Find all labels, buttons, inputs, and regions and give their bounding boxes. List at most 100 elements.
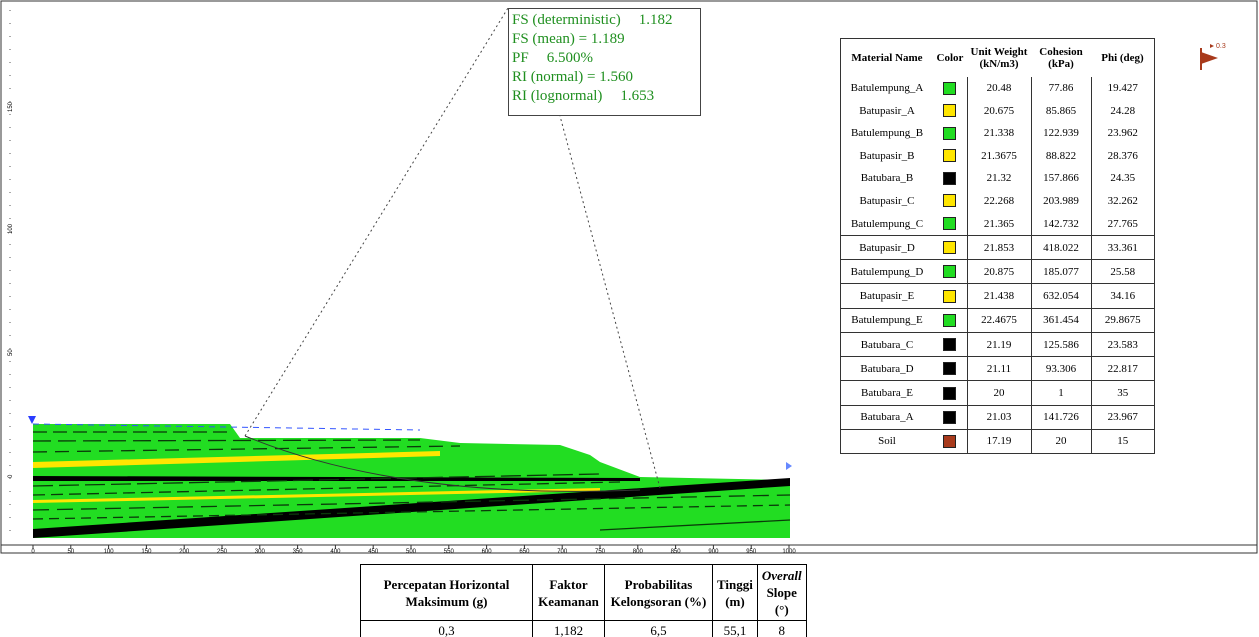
material-name: Batubara_E [841, 380, 933, 406]
material-color-cell [933, 331, 967, 357]
material-phi: 33.361 [1090, 234, 1154, 260]
fs-label: RI (normal) = 1.560 [512, 69, 633, 85]
x-tick-label: 1000 [782, 549, 796, 555]
material-cohesion: 125.586 [1030, 331, 1091, 357]
x-tick-label: 750 [595, 549, 606, 555]
material-color-cell [933, 145, 967, 168]
seismic-load-icon [1200, 44, 1218, 70]
fs-row: FS (mean) = 1.189 [512, 30, 696, 49]
material-cohesion: 632.054 [1030, 283, 1091, 309]
material-unit-weight: 22.4675 [966, 307, 1031, 333]
x-axis-ticks: 0 50 100 150 200 250 300 350 400 450 500 550 600 650 7… [31, 545, 796, 555]
material-row: Batubara_C 21.19 125.586 23.583 [841, 331, 1154, 357]
material-row: Batupasir_D 21.853 418.022 33.361 [841, 234, 1154, 260]
material-name: Batulempung_E [841, 307, 933, 333]
material-color-swatch [943, 126, 957, 140]
material-name: Batulempung_B [850, 127, 924, 140]
material-row: Batupasir_A 20.675 85.865 24.28 [841, 99, 1154, 123]
right-boundary-marker [786, 462, 792, 470]
material-cohesion: 203.989 [1030, 189, 1091, 213]
material-phi: 29.8675 [1090, 307, 1154, 333]
fs-label: FS (deterministic) [512, 12, 621, 28]
material-unit-weight: 21.03 [966, 404, 1031, 430]
x-tick-label: 400 [330, 549, 341, 555]
header-color: Color [936, 52, 964, 64]
material-color-cell [933, 356, 967, 381]
x-tick-label: 200 [179, 549, 190, 555]
x-tick-label: 550 [444, 549, 455, 555]
material-unit-weight: 20.875 [966, 259, 1031, 284]
material-color-cell [933, 259, 967, 284]
material-color-swatch [943, 434, 957, 448]
y-tick-label: 50 [8, 349, 14, 356]
slip-leader-right [559, 115, 661, 489]
material-cohesion: 20 [1030, 428, 1091, 453]
material-name: Batupasir_D [841, 234, 933, 260]
material-unit-weight: 21.32 [966, 167, 1031, 190]
material-cohesion: 185.077 [1030, 259, 1091, 284]
slip-surface [244, 435, 641, 492]
material-color-swatch [943, 81, 957, 95]
left-boundary-marker [28, 416, 36, 424]
y-tick-label: 150 [8, 101, 14, 112]
x-tick-label: 900 [708, 549, 719, 555]
material-phi: 23.962 [1090, 122, 1154, 145]
x-tick-label: 700 [557, 549, 568, 555]
material-color-swatch [943, 338, 957, 352]
material-unit-weight: 22.268 [966, 189, 1031, 213]
material-name: Batupasir_A [859, 104, 915, 117]
material-phi: 28.376 [1090, 144, 1154, 168]
material-phi: 24.35 [1090, 167, 1154, 190]
material-phi: 32.262 [1090, 189, 1154, 213]
x-tick-label: 350 [293, 549, 304, 555]
material-row: Batubara_B 21.32 157.866 24.35 [841, 167, 1154, 190]
fs-label: FS (mean) = 1.189 [512, 31, 625, 47]
material-unit-weight: 21.438 [966, 283, 1031, 309]
fs-value: 1.182 [638, 12, 673, 28]
material-unit-weight: 21.853 [966, 234, 1031, 260]
material-color-cell [933, 234, 967, 260]
x-tick-label: 600 [482, 549, 493, 555]
x-tick-label: 300 [255, 549, 266, 555]
material-cohesion: 157.866 [1030, 167, 1091, 190]
material-row: Batubara_E 20 1 35 [841, 380, 1154, 406]
x-tick-label: 150 [141, 549, 152, 555]
material-unit-weight: 20 [966, 380, 1031, 406]
header-phi: Phi (deg) [1101, 52, 1144, 64]
slip-leader-left [244, 7, 509, 437]
model-canvas[interactable]: 0.3 0 50 100 150 200 250 300 350 400 450 500 550 600… [0, 0, 1259, 555]
material-unit-weight: 17.19 [966, 428, 1031, 453]
summary-value: 1,182 [532, 620, 605, 637]
material-color-swatch [943, 265, 957, 279]
summary-value: 0,3 [360, 620, 533, 637]
coal-seam-main [33, 478, 790, 538]
material-name: Batubara_D [841, 356, 933, 381]
x-tick-label: 250 [217, 549, 228, 555]
fs-row: FS (deterministic) 1.182 [512, 11, 696, 30]
material-phi: 15 [1090, 428, 1154, 453]
material-phi: 22.817 [1090, 356, 1154, 381]
material-color-swatch [943, 217, 957, 231]
material-cohesion: 141.726 [1030, 404, 1091, 430]
material-unit-weight: 20.48 [966, 77, 1031, 100]
y-tick-label: 0 [8, 474, 14, 478]
material-row: Soil 17.19 20 15 [841, 428, 1154, 453]
material-cohesion: 142.732 [1030, 212, 1091, 236]
material-cohesion: 122.939 [1030, 122, 1091, 145]
material-name: Batubara_A [841, 404, 933, 430]
material-row: Batulempung_D 20.875 185.077 25.58 [841, 259, 1154, 284]
material-row: Batulempung_B 21.338 122.939 23.962 [841, 122, 1154, 145]
material-color-swatch [943, 149, 957, 163]
summary-header: Overall Slope (°) [756, 564, 807, 621]
slope-yellow-layer [33, 451, 440, 468]
material-unit-weight: 21.338 [966, 122, 1031, 145]
slope-yellow-layer-2 [33, 488, 600, 503]
coal-seam-upper [33, 476, 640, 481]
material-cohesion: 1 [1030, 380, 1091, 406]
material-phi: 34.16 [1090, 283, 1154, 309]
material-row: Batulempung_E 22.4675 361.454 29.8675 [841, 307, 1154, 333]
fs-results-box: FS (deterministic) 1.182 FS (mean) = 1.189… [508, 8, 701, 116]
summary-header: Probabilitas Kelongsoran (%) [604, 564, 713, 621]
y-tick-label: 100 [8, 223, 14, 234]
material-row: Batulempung_A 20.48 77.86 19.427 [841, 77, 1154, 100]
